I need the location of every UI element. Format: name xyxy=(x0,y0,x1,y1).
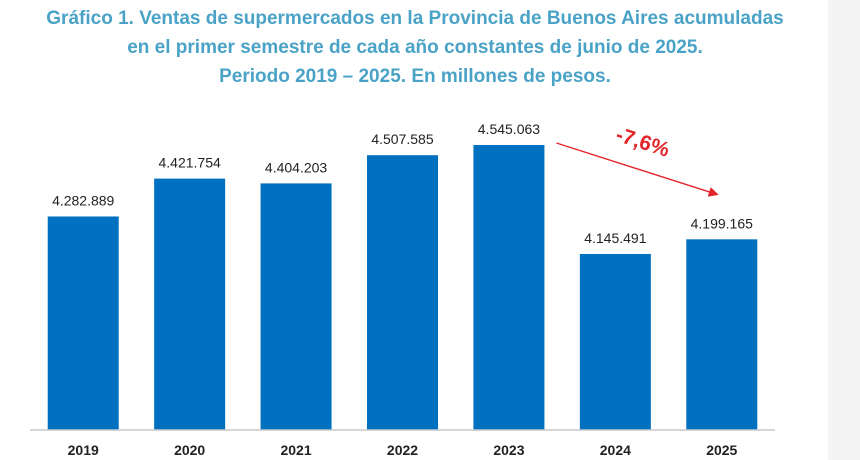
x-tick-2025: 2025 xyxy=(706,442,737,458)
data-label-2023: 4.545.063 xyxy=(478,121,540,137)
x-tick-2024: 2024 xyxy=(600,442,631,458)
x-tick-2022: 2022 xyxy=(387,442,418,458)
data-label-2021: 4.404.203 xyxy=(265,159,327,175)
x-tick-2021: 2021 xyxy=(280,442,311,458)
chart-title: Gráfico 1. Ventas de supermercados en la… xyxy=(0,4,830,91)
data-label-2022: 4.507.585 xyxy=(371,131,433,147)
chart-title-line-3: Periodo 2019 – 2025. En millones de peso… xyxy=(219,66,611,87)
change-annotation: -7,6% xyxy=(556,123,719,197)
bar-2025 xyxy=(686,239,758,430)
x-tick-labels: 2019 2020 2021 2022 2023 2024 2025 xyxy=(68,442,738,458)
chart-title-line-1: Gráfico 1. Ventas de supermercados en la… xyxy=(46,8,784,29)
data-label-2020: 4.421.754 xyxy=(158,155,220,171)
data-label-2025: 4.199.165 xyxy=(691,215,753,231)
bars-layer: 4.282.889 4.421.754 4.404.203 4.507.585 4.54… xyxy=(47,121,758,430)
bar-2024 xyxy=(579,253,651,430)
right-margin-strip xyxy=(828,0,860,460)
bar-2019 xyxy=(47,216,119,430)
x-tick-2019: 2019 xyxy=(68,442,99,458)
bar-2021 xyxy=(260,183,332,430)
data-label-2024: 4.145.491 xyxy=(584,230,646,246)
change-arrow xyxy=(556,142,719,197)
x-tick-2020: 2020 xyxy=(174,442,205,458)
bar-2023 xyxy=(473,144,545,430)
bar-2022 xyxy=(367,155,438,430)
data-label-2019: 4.282.889 xyxy=(52,192,114,208)
bar-2020 xyxy=(154,178,226,430)
x-tick-2023: 2023 xyxy=(493,442,524,458)
change-percent-label: -7,6% xyxy=(613,123,673,162)
chart-title-line-2: en el primer semestre de cada año consta… xyxy=(127,37,703,58)
